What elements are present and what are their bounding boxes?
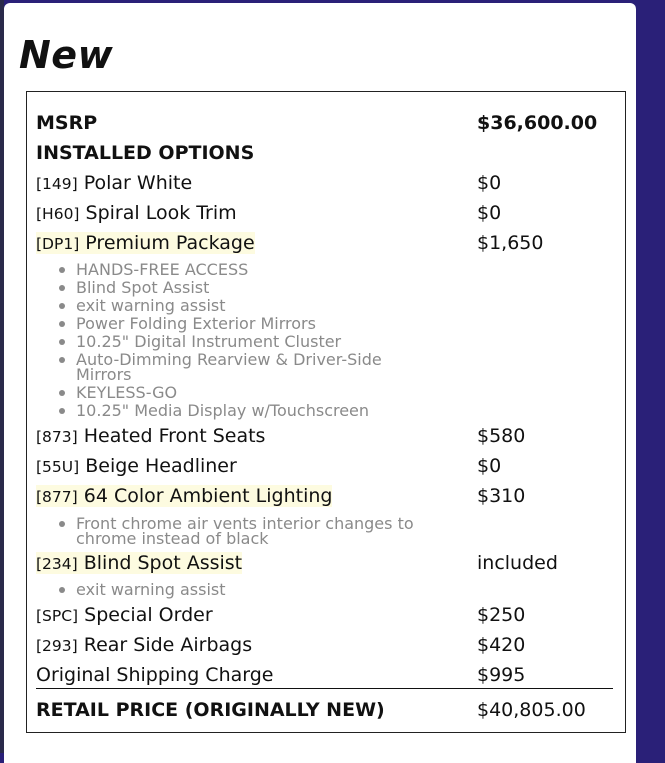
option-price: $1,650 xyxy=(477,232,544,254)
option-code: [293] xyxy=(36,637,78,655)
msrp-label: MSRP xyxy=(36,112,98,134)
option-code: [234] xyxy=(36,555,78,573)
msrp-row: MSRP $36,600.00 xyxy=(36,107,614,137)
option-code: [H60] xyxy=(36,205,80,223)
retail-label: RETAIL PRICE (ORIGINALLY NEW) xyxy=(36,699,385,721)
sticker-card: New MSRP $36,600.00 INSTALLED OPTIONS [1… xyxy=(4,3,636,763)
option-code: [55U] xyxy=(36,458,80,476)
option-feature-list: exit warning assist xyxy=(36,582,466,600)
option-row: [877] 64 Color Ambient Lighting $310 xyxy=(36,480,614,510)
option-price: $0 xyxy=(477,455,502,477)
option-code: [877] xyxy=(36,488,78,506)
shipping-value: $995 xyxy=(477,664,526,686)
retail-value: $40,805.00 xyxy=(477,699,586,721)
option-name: Polar White xyxy=(83,172,193,194)
option-name: Special Order xyxy=(84,604,213,626)
retail-row: RETAIL PRICE (ORIGINALLY NEW) $40,805.00 xyxy=(36,694,614,724)
option-code: [149] xyxy=(36,175,78,193)
feature-item: Blind Spot Assist xyxy=(36,280,466,296)
page-title: New xyxy=(19,33,114,77)
option-price: $310 xyxy=(477,485,526,507)
feature-item: 10.25" Digital Instrument Cluster xyxy=(36,334,466,350)
option-code: [873] xyxy=(36,428,78,446)
feature-item: exit warning assist xyxy=(36,582,466,598)
feature-item: Power Folding Exterior Mirrors xyxy=(36,316,466,332)
window-edge xyxy=(0,0,4,753)
option-name: Premium Package xyxy=(85,232,255,254)
option-price: $420 xyxy=(477,634,526,656)
feature-item: KEYLESS-GO xyxy=(36,385,466,401)
feature-item: HANDS-FREE ACCESS xyxy=(36,262,466,278)
option-feature-list: HANDS-FREE ACCESS Blind Spot Assist exit… xyxy=(36,262,466,421)
option-row: [873] Heated Front Seats $580 xyxy=(36,420,614,450)
option-row: [234] Blind Spot Assist included xyxy=(36,547,614,577)
shipping-row: Original Shipping Charge $995 xyxy=(36,659,614,689)
option-code: [SPC] xyxy=(36,607,79,625)
option-price: $0 xyxy=(477,172,502,194)
feature-item: exit warning assist xyxy=(36,298,466,314)
shipping-label: Original Shipping Charge xyxy=(36,664,274,686)
feature-item: Auto-Dimming Rearview & Driver-Side Mirr… xyxy=(36,352,436,383)
option-row: [149] Polar White $0 xyxy=(36,167,614,197)
option-name: 64 Color Ambient Lighting xyxy=(83,485,333,507)
option-price: $0 xyxy=(477,202,502,224)
installed-options-header: INSTALLED OPTIONS xyxy=(36,137,614,167)
option-name: Spiral Look Trim xyxy=(85,202,237,224)
option-price: included xyxy=(477,552,558,574)
total-divider xyxy=(36,688,613,689)
option-name: Rear Side Airbags xyxy=(83,634,253,656)
feature-item: 10.25" Media Display w/Touchscreen xyxy=(36,403,466,419)
option-name: Blind Spot Assist xyxy=(83,552,243,574)
feature-item: Front chrome air vents interior changes … xyxy=(36,516,466,547)
option-name: Beige Headliner xyxy=(85,455,237,477)
option-row: [293] Rear Side Airbags $420 xyxy=(36,629,614,659)
option-code: [DP1] xyxy=(36,235,80,253)
option-row: [SPC] Special Order $250 xyxy=(36,599,614,629)
installed-options-label: INSTALLED OPTIONS xyxy=(36,142,255,164)
option-row: [H60] Spiral Look Trim $0 xyxy=(36,197,614,227)
option-row: [DP1] Premium Package $1,650 xyxy=(36,227,614,257)
option-price: $580 xyxy=(477,425,526,447)
option-name: Heated Front Seats xyxy=(83,425,266,447)
option-row: [55U] Beige Headliner $0 xyxy=(36,450,614,480)
option-feature-list: Front chrome air vents interior changes … xyxy=(36,516,466,549)
option-price: $250 xyxy=(477,604,526,626)
price-table: MSRP $36,600.00 INSTALLED OPTIONS [149] … xyxy=(26,91,626,733)
msrp-value: $36,600.00 xyxy=(477,112,598,134)
